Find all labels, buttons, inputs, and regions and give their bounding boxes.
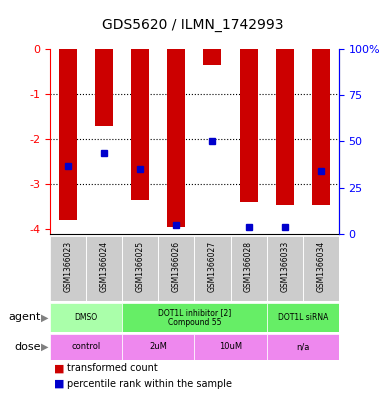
- Text: DOT1L siRNA: DOT1L siRNA: [278, 313, 328, 322]
- FancyBboxPatch shape: [50, 334, 122, 360]
- FancyBboxPatch shape: [266, 236, 303, 301]
- Text: dose: dose: [14, 342, 40, 352]
- FancyBboxPatch shape: [122, 303, 266, 332]
- Text: control: control: [72, 342, 101, 351]
- Text: 2uM: 2uM: [149, 342, 167, 351]
- Bar: [59, 49, 77, 220]
- FancyBboxPatch shape: [158, 236, 194, 301]
- Text: GSM1366025: GSM1366025: [136, 241, 145, 292]
- FancyBboxPatch shape: [86, 236, 122, 301]
- Text: GSM1366033: GSM1366033: [280, 241, 289, 292]
- Text: ▶: ▶: [41, 312, 48, 322]
- Bar: [239, 49, 258, 202]
- FancyBboxPatch shape: [122, 334, 194, 360]
- FancyBboxPatch shape: [50, 303, 122, 332]
- Text: 10uM: 10uM: [219, 342, 242, 351]
- FancyBboxPatch shape: [194, 236, 231, 301]
- Text: GSM1366027: GSM1366027: [208, 241, 217, 292]
- Bar: [167, 49, 186, 227]
- Text: GSM1366026: GSM1366026: [172, 241, 181, 292]
- FancyBboxPatch shape: [194, 334, 266, 360]
- FancyBboxPatch shape: [303, 236, 339, 301]
- Bar: [203, 49, 221, 65]
- Text: GSM1366023: GSM1366023: [64, 241, 73, 292]
- Text: DMSO: DMSO: [75, 313, 98, 322]
- Bar: [276, 49, 294, 204]
- Text: ▶: ▶: [41, 342, 48, 352]
- Text: GSM1366028: GSM1366028: [244, 241, 253, 292]
- Text: GSM1366024: GSM1366024: [100, 241, 109, 292]
- Bar: [95, 49, 113, 126]
- Text: DOT1L inhibitor [2]
Compound 55: DOT1L inhibitor [2] Compound 55: [158, 308, 231, 327]
- Text: ■: ■: [54, 364, 64, 373]
- Text: GDS5620 / ILMN_1742993: GDS5620 / ILMN_1742993: [102, 18, 283, 32]
- Text: n/a: n/a: [296, 342, 310, 351]
- FancyBboxPatch shape: [231, 236, 266, 301]
- FancyBboxPatch shape: [266, 303, 339, 332]
- FancyBboxPatch shape: [266, 334, 339, 360]
- Bar: [312, 49, 330, 204]
- FancyBboxPatch shape: [50, 236, 86, 301]
- Text: transformed count: transformed count: [67, 364, 158, 373]
- Bar: [131, 49, 149, 200]
- Text: GSM1366034: GSM1366034: [316, 241, 325, 292]
- Text: agent: agent: [8, 312, 40, 322]
- Text: percentile rank within the sample: percentile rank within the sample: [67, 378, 233, 389]
- Text: ■: ■: [54, 378, 64, 389]
- FancyBboxPatch shape: [122, 236, 158, 301]
